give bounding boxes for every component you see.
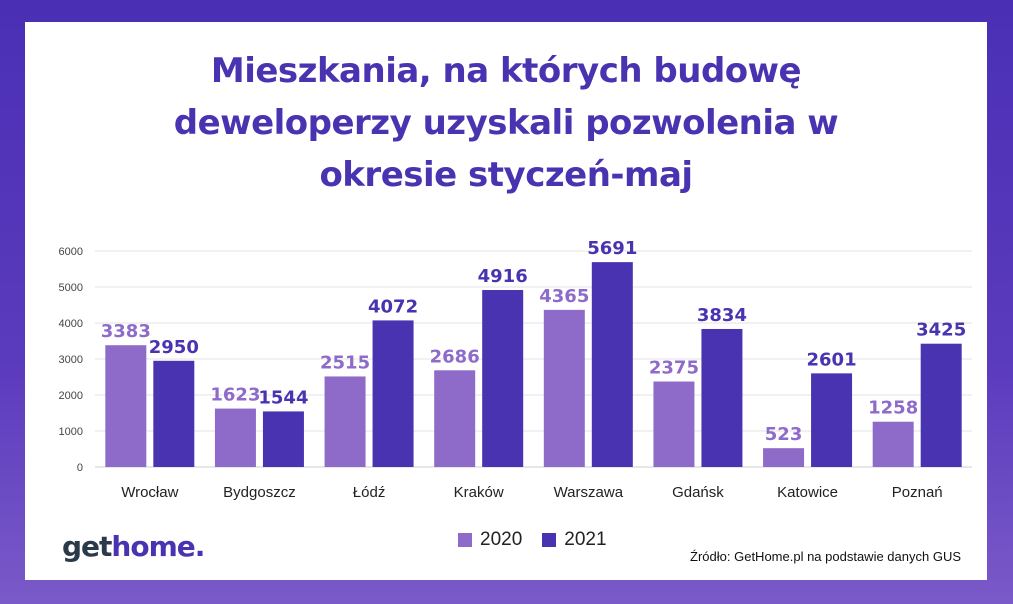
legend-item-2020: 2020 <box>458 529 522 551</box>
y-tick-label: 1000 <box>59 426 83 438</box>
x-tick-label: Kraków <box>454 484 504 501</box>
bar-2020 <box>324 376 366 467</box>
legend-label-2021: 2021 <box>564 529 607 550</box>
data-label-2021: 4072 <box>368 296 418 317</box>
bar-2021 <box>811 373 853 467</box>
bar-2021 <box>591 262 633 467</box>
data-label-2020: 4365 <box>539 286 589 307</box>
y-tick-label: 4000 <box>59 318 83 330</box>
legend: 2020 2021 <box>458 529 607 551</box>
x-tick-label: Wrocław <box>121 484 178 501</box>
bar-2020 <box>434 370 476 467</box>
x-tick-label: Gdańsk <box>672 484 724 501</box>
source-note: Źródło: GetHome.pl na podstawie danych G… <box>690 549 961 564</box>
title-line-3: okresie styczeń-maj <box>319 155 693 195</box>
legend-swatch-2021 <box>542 533 557 547</box>
title-line-1: Mieszkania, na których budowę <box>210 51 802 91</box>
data-label-2021: 3425 <box>916 320 966 341</box>
y-tick-label: 0 <box>77 462 83 474</box>
bar-2021 <box>482 290 524 467</box>
data-label-2020: 1258 <box>868 398 918 419</box>
data-label-2020: 2515 <box>320 352 370 373</box>
x-tick-label: Warszawa <box>554 484 624 501</box>
y-tick-label: 2000 <box>59 390 83 402</box>
legend-item-2021: 2021 <box>542 529 607 551</box>
legend-swatch-2020 <box>458 533 472 547</box>
gethome-logo: gethome. <box>62 530 205 563</box>
bar-2020 <box>105 345 147 467</box>
y-tick-label: 3000 <box>59 354 83 366</box>
bar-2020 <box>214 408 256 467</box>
data-label-2021: 4916 <box>478 266 528 287</box>
chart-title: Mieszkania, na których budowę deweloperz… <box>25 45 987 201</box>
y-tick-label: 5000 <box>59 282 83 294</box>
legend-label-2020: 2020 <box>480 529 523 550</box>
logo-part-home: home. <box>111 530 205 563</box>
x-tick-label: Łódź <box>353 484 386 501</box>
bar-2021 <box>701 328 743 467</box>
bar-2021 <box>372 320 414 467</box>
bar-2020 <box>763 448 805 467</box>
bar-2021 <box>153 360 195 467</box>
data-label-2021: 5691 <box>587 238 637 259</box>
data-label-2020: 1623 <box>210 385 260 406</box>
data-label-2021: 3834 <box>697 305 747 326</box>
data-label-2021: 2601 <box>807 349 857 370</box>
bar-2020 <box>872 421 914 467</box>
data-label-2020: 2375 <box>649 358 699 379</box>
data-label-2021: 2950 <box>149 337 199 358</box>
bar-2021 <box>920 343 962 467</box>
x-tick-label: Poznań <box>892 484 943 501</box>
bar-2020 <box>543 309 585 467</box>
bar-2021 <box>262 411 304 467</box>
logo-part-get: get <box>62 530 112 563</box>
data-label-2021: 1544 <box>258 387 308 408</box>
title-line-2: deweloperzy uzyskali pozwolenia w <box>173 103 839 143</box>
y-tick-label: 6000 <box>59 246 83 258</box>
data-label-2020: 3383 <box>101 321 151 342</box>
bar-2020 <box>653 381 695 467</box>
x-tick-label: Bydgoszcz <box>223 484 296 501</box>
data-label-2020: 2686 <box>430 346 480 367</box>
x-tick-label: Katowice <box>777 484 838 501</box>
data-label-2020: 523 <box>765 424 803 445</box>
